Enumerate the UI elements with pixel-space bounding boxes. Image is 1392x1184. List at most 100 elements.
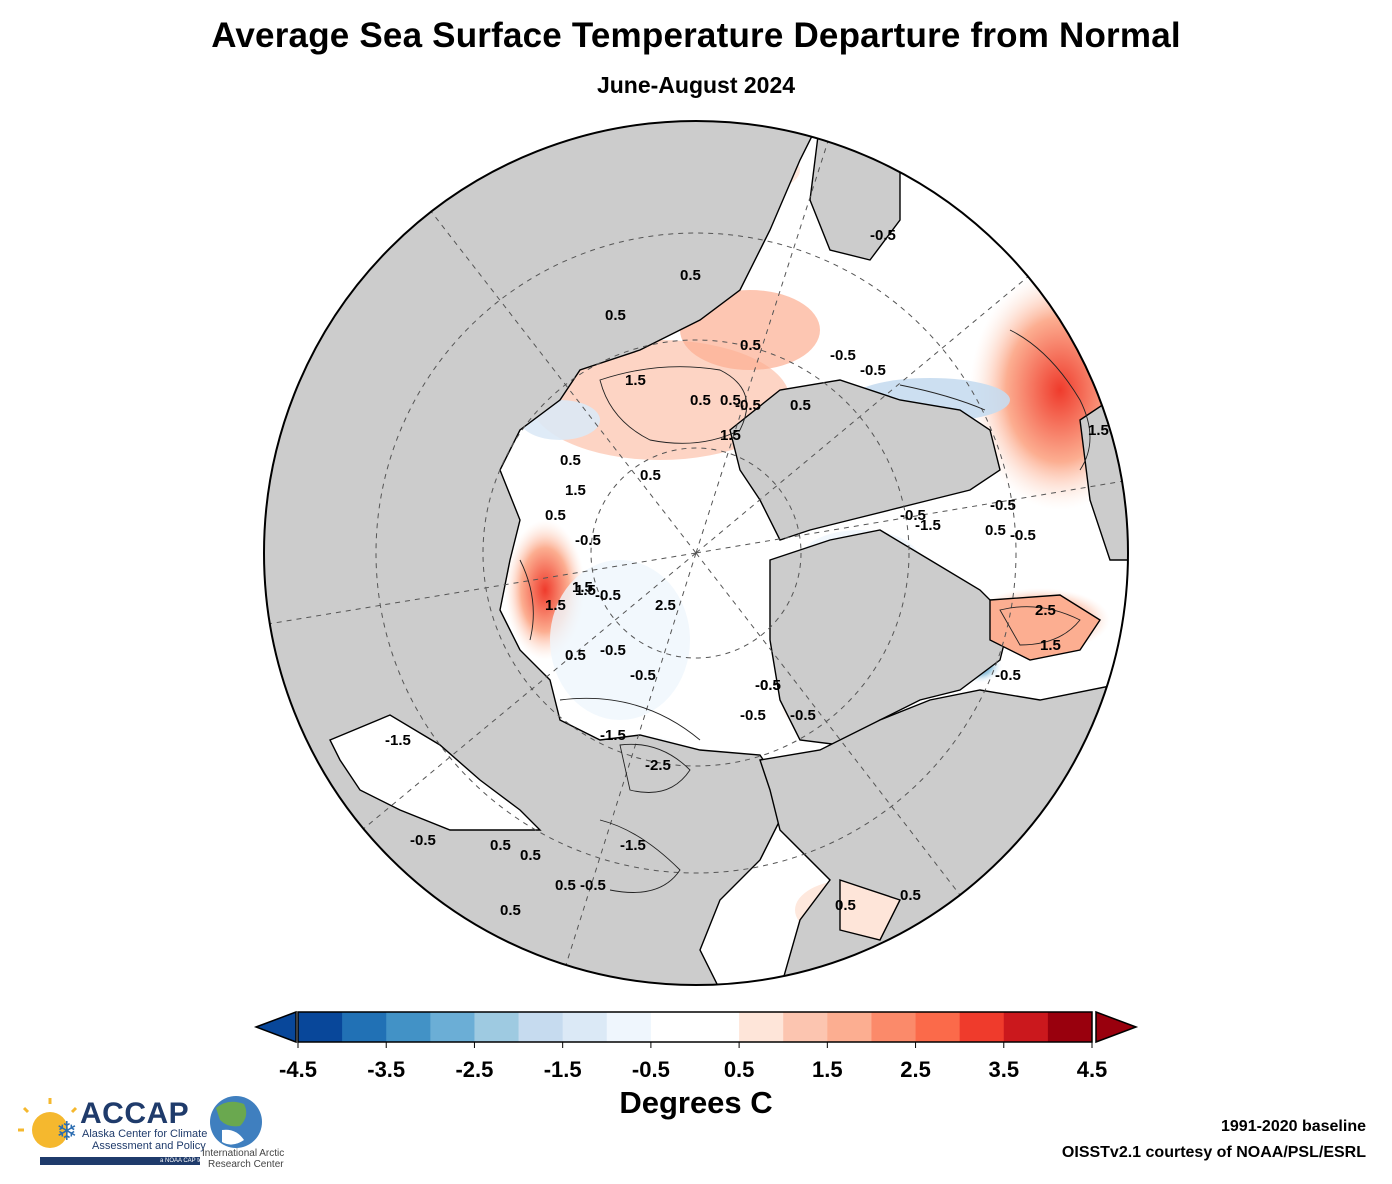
contour-label: 0.5 <box>680 267 701 284</box>
colorbar-cell <box>695 1012 740 1042</box>
colorbar-tick-label: -3.5 <box>367 1057 405 1082</box>
canadian-archipelago <box>769 529 1011 746</box>
contour-label: 0.5 <box>985 522 1006 539</box>
contour-label: 0.5 <box>545 507 566 524</box>
colorbar-tick-label: -1.5 <box>544 1057 582 1082</box>
snowflake-icon: ❄ <box>56 1117 78 1147</box>
okhotsk-sea-water <box>329 714 542 831</box>
contour-label: 0.5 <box>760 677 781 694</box>
contour-lines <box>519 329 1091 893</box>
contour-label: 0.5 <box>520 847 541 864</box>
map-subtitle: June-August 2024 <box>596 72 796 98</box>
contour-label: 0.5 <box>490 837 511 854</box>
iarc-subtitle-line1: International Arctic <box>202 1148 285 1159</box>
contour-label: 0.5 <box>790 397 811 414</box>
contour-label: -0.5 <box>870 227 896 244</box>
contour-label: 1.5 <box>625 372 646 389</box>
contour-label: 0.5 <box>605 307 626 324</box>
latitude-70 <box>482 339 910 767</box>
colorbar-tick-label: 0.5 <box>724 1057 755 1082</box>
colorbar-under-arrow <box>253 1010 297 1044</box>
colorbar-cell <box>562 1012 608 1042</box>
contour-label: -0.5 <box>595 587 621 604</box>
contour-label: 0.5 <box>560 452 581 469</box>
source-credit: OISSTv2.1 courtesy of NOAA/PSL/ESRL <box>1061 1144 1366 1161</box>
contour-label: 0.5 <box>690 392 711 409</box>
contour-label: -0.5 <box>1010 527 1036 544</box>
contour-label: -0.5 <box>600 642 626 659</box>
colorbar-tick-label: 3.5 <box>988 1057 1019 1082</box>
cool-anomaly-eastsib <box>550 560 690 720</box>
contour-label: -0.5 <box>790 707 816 724</box>
contour-label: 0.5 <box>640 467 661 484</box>
iarc-logo-subtitle: International Arctic Research Center <box>202 1148 284 1170</box>
contour-label: -0.5 <box>740 707 766 724</box>
colorbar-cell <box>827 1012 872 1042</box>
colorbar-cell <box>518 1012 564 1042</box>
contour-label: 1.5 <box>1088 422 1109 439</box>
contour-label: 1.5 <box>720 427 741 444</box>
colorbar-tick-label: -4.5 <box>279 1057 317 1082</box>
contour-label: 0.5 <box>500 902 521 919</box>
meridian-180 <box>264 552 697 626</box>
colorbar-cell <box>430 1012 475 1042</box>
colorbar-cell <box>342 1012 387 1042</box>
latitude-80 <box>590 447 802 659</box>
accap-subtitle-line1: Alaska Center for Climate <box>82 1128 208 1140</box>
contour-label: -0.5 <box>900 507 926 524</box>
warm-anomaly-barents <box>530 340 790 460</box>
accap-logo-subtitle: Alaska Center for Climate Assessment and… <box>82 1128 207 1152</box>
colorbar-cell <box>298 1012 343 1042</box>
colorbar-cell <box>1003 1012 1049 1042</box>
contour-label: 0.5 <box>835 897 856 914</box>
sun-rays-icon <box>18 1098 78 1132</box>
colorbar-cell <box>959 1012 1005 1042</box>
meridian-135e <box>429 209 697 554</box>
accap-logo-name: ACCAP <box>80 1097 190 1130</box>
contour-labels: 0.51.50.5-0.51.50.51.50.5-0.50.51.50.50.… <box>385 227 1109 919</box>
contour-label: 1.5 <box>572 579 593 596</box>
map-body <box>264 121 1128 985</box>
accap-bar <box>40 1157 200 1165</box>
colorbar-tick-label: -0.5 <box>632 1057 670 1082</box>
map-title: Average Sea Surface Temperature Departur… <box>211 16 1181 55</box>
hudson-bay-water <box>989 594 1101 661</box>
colorbar-tick-label: 1.5 <box>812 1057 843 1082</box>
contour-label: -1.5 <box>620 837 646 854</box>
meridian-90e <box>695 134 831 554</box>
iarc-logo <box>210 1096 262 1148</box>
colorbar-tick-label: 4.5 <box>1077 1057 1108 1082</box>
contour-label: 0.5 <box>720 392 741 409</box>
graticule <box>264 134 1128 969</box>
accap-subtitle-line2: Assessment and Policy <box>92 1140 206 1152</box>
colorbar-cell <box>739 1012 784 1042</box>
iarc-subtitle-line2: Research Center <box>208 1159 284 1170</box>
warm-anomaly-norway <box>680 290 820 370</box>
contour-label: -0.5 <box>830 347 856 364</box>
accap-logo: ❄ <box>18 1098 200 1165</box>
contour-label: -0.5 <box>630 667 656 684</box>
contour-label: 1.5 <box>545 597 566 614</box>
contour-label: -2.5 <box>645 757 671 774</box>
colorbar-cell <box>783 1012 828 1042</box>
latitude-60 <box>375 232 1017 874</box>
contour-label: 0.5 <box>740 337 761 354</box>
contour-label: -1.5 <box>915 517 941 534</box>
contour-label: 0.5 <box>565 647 586 664</box>
greenland <box>729 379 1001 541</box>
meridian-45w <box>695 552 961 896</box>
accap-noaa-tag: a NOAA CAP team <box>160 1158 211 1164</box>
colorbar-tick-label: -2.5 <box>455 1057 493 1082</box>
contour-label: -1.5 <box>385 732 411 749</box>
colorbar-cell <box>871 1012 917 1042</box>
meridian-90w <box>564 552 697 969</box>
contour-label: -0.5 <box>575 532 601 549</box>
colorbar-cell <box>915 1012 961 1042</box>
gulf-of-alaska-water <box>839 879 901 941</box>
contour-label: -0.5 <box>410 832 436 849</box>
contour-label: 2.5 <box>1035 602 1056 619</box>
contour-label: -0.5 <box>990 497 1016 514</box>
contour-label: 1.5 <box>565 482 586 499</box>
colorbar-cell <box>386 1012 431 1042</box>
